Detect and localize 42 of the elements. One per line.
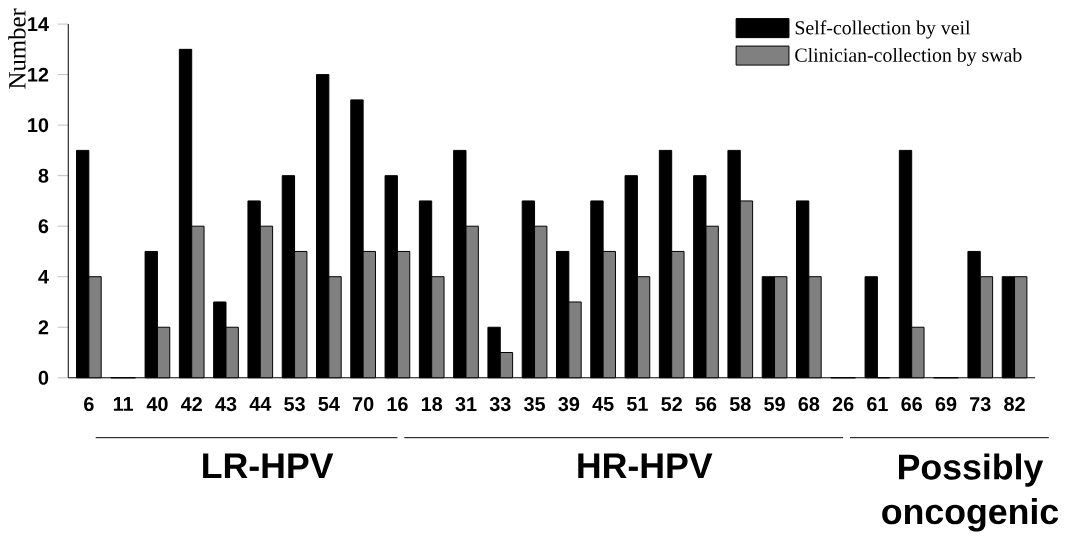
x-tick-label: 61 <box>867 397 888 412</box>
x-tick-label: 51 <box>627 397 648 412</box>
x-tick-label: 42 <box>181 397 202 412</box>
x-tick-label: 69 <box>935 397 957 412</box>
x-tick-label: 35 <box>524 397 546 412</box>
y-tick-label: 14 <box>28 17 49 32</box>
y-tick-label: 10 <box>28 118 49 133</box>
x-tick-label: 73 <box>970 397 991 412</box>
text: LR-HPV <box>203 453 334 479</box>
x-tick-label: 40 <box>146 397 168 412</box>
x-tick-label: 18 <box>421 397 443 412</box>
x-tick-label: 68 <box>798 397 820 412</box>
y-axis-title: Number <box>8 8 26 89</box>
x-tick-label: 31 <box>455 397 477 412</box>
x-tick-label: 52 <box>661 397 682 412</box>
x-tick-label: 6 <box>84 397 94 412</box>
x-tick-label: 56 <box>695 397 717 412</box>
x-tick-label: 26 <box>832 397 854 412</box>
x-tick-label: 43 <box>215 397 237 412</box>
x-tick-label: 58 <box>729 397 751 412</box>
x-tick-label: 16 <box>387 397 408 412</box>
x-tick-label: 53 <box>284 397 305 412</box>
text: Possibly oncogenic <box>882 453 1059 532</box>
y-tick-label: 8 <box>38 168 49 183</box>
y-tick-label: 12 <box>28 67 49 82</box>
text: HR-HPV <box>578 453 713 479</box>
y-tick-label: 0 <box>38 370 49 385</box>
x-tick-label: 33 <box>489 397 511 412</box>
legend-label: Clinician-collection by swab <box>795 48 1022 67</box>
x-tick-label: 39 <box>558 397 580 412</box>
legend-label: Self-collection by veil <box>795 20 971 39</box>
x-tick-label: 70 <box>352 397 374 412</box>
x-tick-label: 82 <box>1004 397 1025 412</box>
x-tick-label: 66 <box>901 397 922 412</box>
y-tick-label: 2 <box>38 320 49 335</box>
y-tick-label: 6 <box>38 219 49 234</box>
x-tick-label: 11 <box>113 397 134 411</box>
x-tick-label: 45 <box>592 397 614 412</box>
x-tick-label: 59 <box>764 397 785 412</box>
y-tick-label: 4 <box>38 270 49 284</box>
x-tick-label: 44 <box>249 397 272 411</box>
x-tick-label: 54 <box>318 397 340 412</box>
